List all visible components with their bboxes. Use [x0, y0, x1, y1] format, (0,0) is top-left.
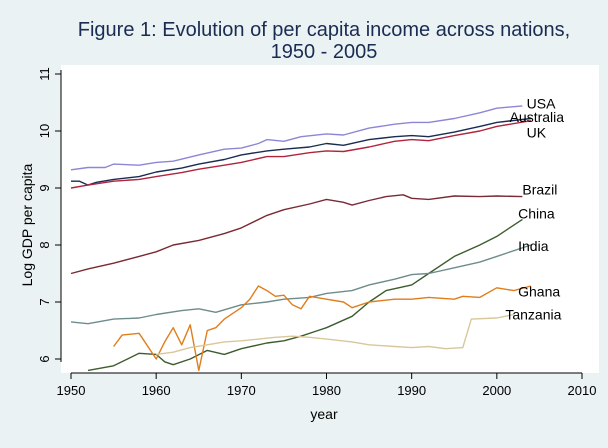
series-line-uk	[70, 120, 532, 189]
x-axis-label: year	[310, 406, 338, 422]
series-line-australia	[71, 117, 531, 186]
x-tick-label: 1960	[142, 383, 171, 398]
series-label-australia: Australia	[510, 109, 565, 125]
series-label-brazil: Brazil	[522, 182, 557, 198]
series-label-china: China	[518, 206, 555, 222]
series-line-china	[87, 218, 523, 372]
series-label-uk: UK	[527, 125, 547, 141]
y-tick-label: 10	[37, 124, 52, 138]
series-line-india	[70, 244, 532, 325]
y-tick-label: 9	[37, 184, 52, 191]
chart-title: Figure 1: Evolution of per capita income…	[78, 19, 570, 41]
series-line-ghana	[113, 285, 532, 372]
series-line-brazil	[70, 194, 523, 275]
y-tick-label: 7	[37, 298, 52, 305]
y-tick-label: 11	[37, 67, 52, 81]
x-tick-label: 1980	[312, 383, 341, 398]
chart-subtitle: 1950 - 2005	[271, 41, 378, 63]
series-layer	[70, 105, 532, 372]
series-line-tanzania	[156, 313, 515, 356]
plot-area	[61, 65, 599, 373]
x-tick-label: 1950	[57, 383, 86, 398]
x-tick-label: 2000	[482, 383, 511, 398]
series-line-usa	[70, 105, 523, 171]
series-label-india: India	[518, 238, 549, 254]
y-tick-label: 8	[37, 241, 52, 248]
x-tick-label: 1970	[227, 383, 256, 398]
axes: 1950 1960 1970 1980 1990 2000 2010 6 7 8 9 10 11	[37, 67, 596, 398]
series-label-usa: USA	[527, 96, 556, 112]
x-tick-label: 2010	[568, 383, 597, 398]
series-label-tanzania: Tanzania	[505, 307, 561, 323]
y-axis-label: Log GDP per capita	[19, 163, 35, 286]
y-tick-label: 6	[37, 355, 52, 362]
series-label-ghana: Ghana	[518, 284, 560, 300]
x-tick-label: 1990	[397, 383, 426, 398]
